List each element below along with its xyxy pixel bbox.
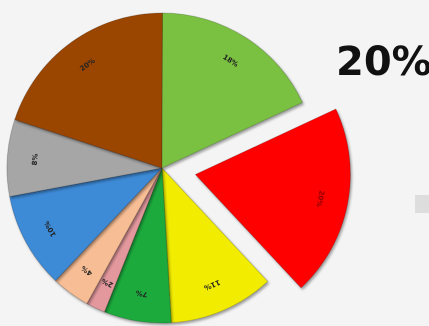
- pie-slice-9: [161, 12, 304, 169]
- pie-slice-label-1: 20%: [315, 190, 326, 208]
- pie-slice-label-3: 7%: [135, 289, 148, 299]
- pie-slices: [6, 12, 351, 324]
- background-tab-decoration: [415, 195, 429, 213]
- pie-slice-2: [161, 166, 269, 324]
- pie-slice-label-7: 8%: [31, 153, 40, 165]
- pie-slice-8: [14, 12, 164, 169]
- exploded-slice-callout: 20%: [336, 39, 429, 85]
- pie-slice-6: [9, 167, 164, 282]
- pie-slice-1: [194, 108, 351, 289]
